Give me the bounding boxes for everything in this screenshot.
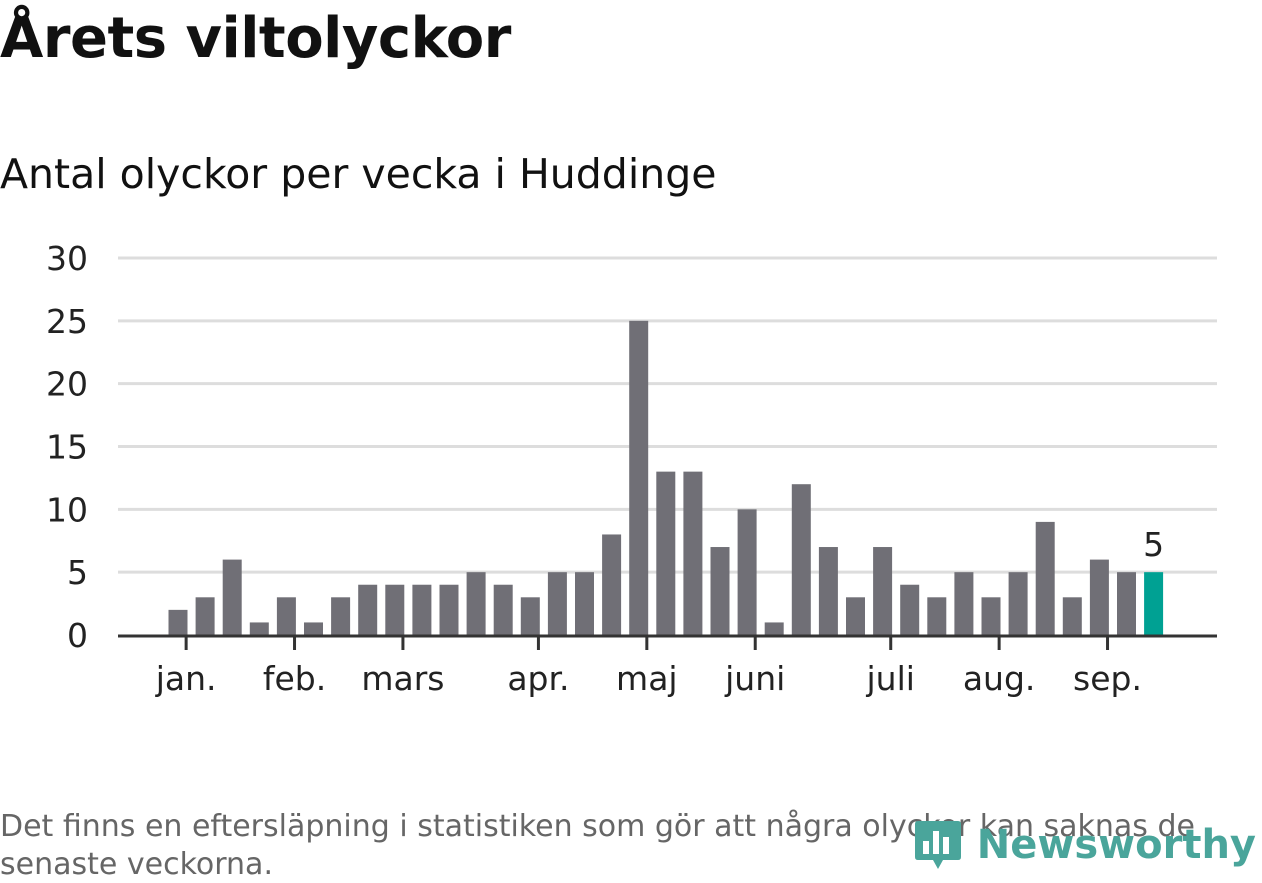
bar — [602, 534, 622, 635]
bar-chart: 0 5 10 15 20 25 30 jan. feb. mars apr. maj juni juli… — [46, 239, 1217, 698]
bar — [520, 597, 540, 635]
bar — [791, 484, 811, 635]
newsworthy-logo: Newsworthy — [913, 817, 1256, 873]
bar — [710, 547, 730, 635]
x-tick-label: jan. — [155, 659, 217, 698]
y-tick-label: 0 — [67, 616, 88, 655]
y-axis-ticks: 0 5 10 15 20 25 30 — [46, 239, 88, 655]
bar — [1062, 597, 1082, 635]
bar — [900, 584, 920, 635]
bar — [629, 320, 649, 635]
bar — [1008, 572, 1028, 635]
gridlines — [118, 256, 1217, 574]
bar — [683, 471, 703, 635]
bar — [493, 584, 513, 635]
bar — [927, 597, 947, 635]
bar — [1144, 572, 1164, 635]
bar — [439, 584, 459, 635]
bar — [954, 572, 974, 635]
bar — [873, 547, 893, 635]
x-tick-label: apr. — [507, 659, 569, 698]
bar — [358, 584, 378, 635]
y-tick-label: 10 — [46, 490, 88, 529]
bar — [846, 597, 865, 635]
bar — [764, 622, 784, 635]
bar — [656, 471, 676, 635]
bar — [466, 572, 486, 635]
bar — [168, 609, 188, 635]
x-tick-label: aug. — [963, 659, 1036, 698]
x-tick-label: mars — [361, 659, 444, 698]
x-tick-label: feb. — [263, 659, 326, 698]
y-tick-label: 25 — [46, 302, 88, 341]
y-tick-label: 15 — [46, 428, 88, 467]
y-tick-label: 30 — [46, 239, 88, 278]
bar — [195, 597, 215, 635]
bar — [1035, 521, 1055, 635]
x-tick-label: juli — [866, 659, 915, 698]
bar — [737, 509, 757, 635]
bar — [276, 597, 296, 635]
data-label: 5 — [1143, 525, 1164, 564]
bar — [1117, 572, 1136, 635]
footnote: Det finns en eftersläpning i statistiken… — [0, 809, 1195, 882]
bars — [168, 320, 1164, 635]
bar — [304, 622, 323, 635]
x-axis-ticks: jan. feb. mars apr. maj juni juli aug. sep. — [155, 636, 1142, 698]
y-tick-label: 5 — [67, 553, 88, 592]
bar — [412, 584, 432, 635]
bar — [981, 597, 1001, 635]
brand-name: Newsworthy — [976, 822, 1256, 868]
x-tick-label: sep. — [1073, 659, 1142, 698]
y-tick-label: 20 — [46, 365, 88, 404]
data-labels: 5 — [1143, 525, 1164, 564]
bar — [575, 572, 594, 635]
x-tick-label: juni — [724, 659, 785, 698]
chart-subtitle: Antal olyckor per vecka i Huddinge — [0, 150, 717, 198]
bar — [1089, 559, 1109, 635]
bar — [222, 559, 242, 635]
bar — [249, 622, 269, 635]
x-tick-label: maj — [616, 659, 678, 698]
bar — [331, 597, 351, 635]
bar — [818, 547, 838, 635]
bar — [385, 584, 405, 635]
chart-title: Årets viltolyckor — [0, 6, 511, 71]
bar — [547, 572, 567, 635]
newsworthy-icon — [914, 821, 961, 869]
